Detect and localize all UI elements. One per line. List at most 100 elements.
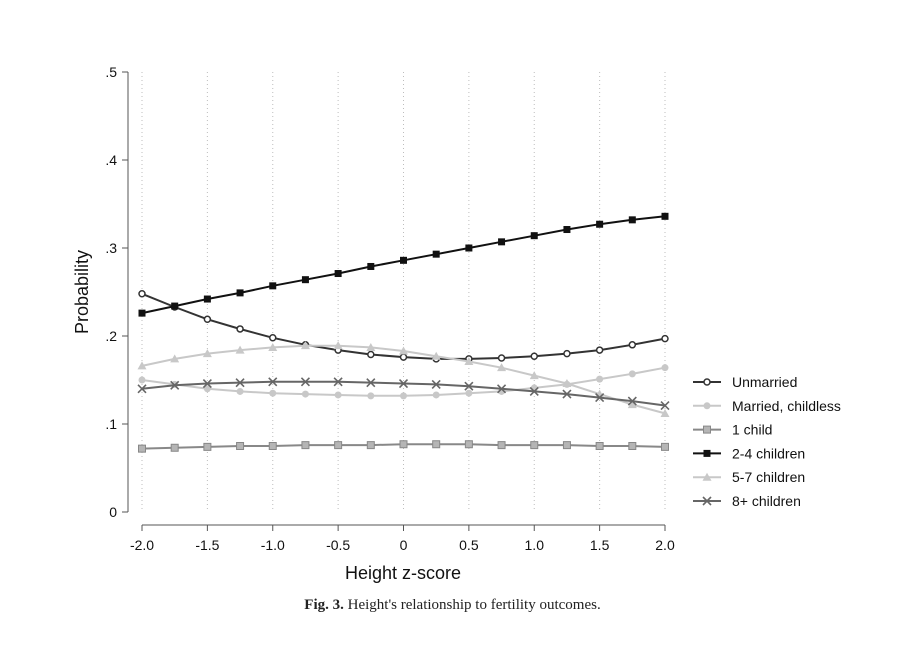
series-line bbox=[141, 366, 666, 397]
data-point bbox=[432, 250, 440, 258]
caption-label: Fig. 3. bbox=[304, 597, 344, 613]
x-stroke bbox=[431, 379, 441, 389]
data-point bbox=[628, 216, 636, 224]
legend-label: Unmarried bbox=[732, 374, 797, 390]
data-point bbox=[562, 389, 572, 399]
data-point bbox=[399, 440, 408, 449]
x-tick-label: 0 bbox=[400, 537, 408, 553]
data-point bbox=[562, 441, 571, 450]
y-tick-label: .5 bbox=[105, 64, 117, 80]
legend-item-married-childless: Married, childless bbox=[693, 398, 841, 414]
data-point bbox=[529, 386, 539, 397]
data-point bbox=[268, 377, 278, 387]
data-point bbox=[235, 378, 245, 388]
data-point bbox=[530, 232, 538, 240]
x-axis-title: Height z-score bbox=[345, 563, 461, 583]
data-point bbox=[432, 391, 440, 399]
data-point bbox=[660, 400, 670, 411]
data-point bbox=[563, 226, 571, 234]
x-stroke bbox=[562, 389, 572, 399]
y-tick-label: .3 bbox=[105, 240, 117, 256]
data-point bbox=[628, 442, 637, 450]
data-point bbox=[269, 282, 277, 290]
legend-item-8-children: 8+ children bbox=[693, 493, 801, 509]
legend-marker bbox=[702, 472, 712, 481]
data-point bbox=[596, 375, 604, 383]
data-point bbox=[366, 342, 376, 351]
legend-marker bbox=[703, 402, 711, 410]
data-point bbox=[530, 352, 538, 360]
data-point bbox=[333, 377, 343, 387]
data-point bbox=[367, 350, 375, 359]
x-tick-label: 0.5 bbox=[459, 537, 479, 553]
data-point bbox=[627, 400, 637, 409]
data-point bbox=[203, 295, 211, 303]
x-stroke bbox=[268, 377, 278, 387]
data-point bbox=[595, 393, 605, 403]
x-stroke bbox=[660, 400, 670, 411]
series-layer bbox=[137, 212, 670, 453]
data-point bbox=[268, 442, 277, 450]
legend: Unmarried Married, childless 1 child 2-4 ch… bbox=[693, 374, 841, 509]
data-point bbox=[171, 302, 179, 310]
data-point bbox=[138, 376, 146, 384]
data-point bbox=[595, 442, 604, 450]
legend-marker bbox=[703, 449, 711, 457]
data-point bbox=[301, 390, 309, 398]
data-point bbox=[400, 392, 407, 400]
y-tick-label: .1 bbox=[105, 416, 117, 432]
data-point bbox=[497, 354, 506, 362]
data-point bbox=[236, 442, 245, 450]
y-tick-label: .4 bbox=[105, 152, 117, 168]
x-stroke bbox=[529, 386, 539, 397]
data-point bbox=[367, 392, 375, 400]
data-point bbox=[660, 408, 670, 417]
data-point bbox=[661, 442, 669, 451]
legend-label: Married, childless bbox=[732, 398, 841, 414]
data-point bbox=[661, 364, 669, 372]
data-point bbox=[400, 256, 407, 264]
x-stroke bbox=[627, 396, 637, 406]
data-point bbox=[628, 370, 636, 378]
x-tick-label: -0.5 bbox=[326, 537, 350, 553]
data-point bbox=[203, 442, 212, 451]
data-point bbox=[333, 341, 343, 350]
x-stroke bbox=[170, 380, 180, 390]
legend-item-2-4-children: 2-4 children bbox=[693, 445, 805, 461]
legend-label: 2-4 children bbox=[732, 445, 805, 461]
data-point bbox=[269, 389, 277, 397]
data-point bbox=[236, 387, 244, 395]
series-8-children bbox=[137, 377, 670, 411]
data-point bbox=[203, 315, 212, 324]
data-point bbox=[300, 377, 311, 387]
data-point bbox=[661, 212, 669, 220]
data-point bbox=[334, 441, 343, 450]
x-tick-label: -1.5 bbox=[195, 537, 219, 553]
data-point bbox=[431, 351, 441, 360]
data-point bbox=[497, 441, 506, 450]
data-point bbox=[236, 289, 244, 297]
data-point bbox=[137, 384, 147, 394]
x-stroke bbox=[333, 377, 343, 387]
data-point bbox=[138, 309, 146, 317]
data-point bbox=[530, 441, 539, 450]
x-stroke bbox=[202, 378, 212, 389]
data-point bbox=[661, 334, 669, 343]
legend-marker bbox=[703, 425, 711, 434]
data-point bbox=[464, 381, 474, 391]
data-point bbox=[334, 270, 342, 278]
y-axis-title: Probability bbox=[72, 250, 92, 334]
y-tick-label: .2 bbox=[105, 328, 117, 344]
data-point bbox=[138, 290, 146, 298]
data-point bbox=[235, 345, 245, 354]
data-point bbox=[202, 378, 212, 389]
data-point bbox=[170, 443, 179, 452]
legend-item-unmarried: Unmarried bbox=[693, 374, 797, 390]
x-ticks: -2.0 -1.5 -1.0 -0.5 0 0.5 1.0 1.5 2.0 bbox=[130, 525, 675, 553]
x-tick-label: 1.5 bbox=[590, 537, 610, 553]
data-point bbox=[202, 349, 212, 358]
data-point bbox=[268, 342, 278, 351]
x-stroke bbox=[464, 381, 474, 391]
series-married-childless bbox=[138, 364, 669, 400]
figure-caption: Fig. 3. Height's relationship to fertili… bbox=[0, 597, 905, 614]
